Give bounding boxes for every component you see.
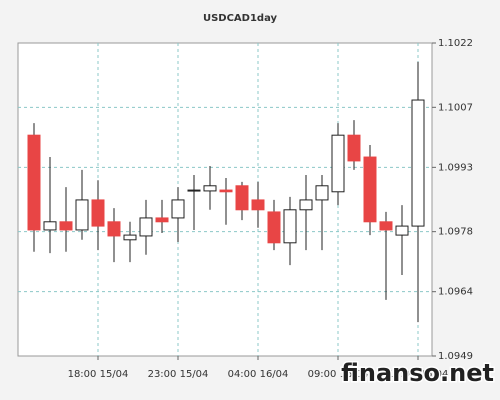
candle-body — [139, 217, 153, 237]
x-tick-label: 23:00 15/04 — [148, 369, 209, 380]
candle-body — [411, 99, 425, 227]
y-tick-label: 1.1022 — [438, 38, 473, 49]
candle-body — [107, 221, 121, 237]
candle-body — [299, 199, 313, 211]
watermark: finanso.net — [341, 359, 494, 387]
y-tick-label: 1.0949 — [438, 351, 473, 362]
y-tick-label: 1.0964 — [438, 287, 473, 298]
candle-body — [331, 134, 345, 193]
x-tick-label: 14:00 16/04 — [388, 369, 449, 380]
candle-body — [123, 234, 137, 241]
candle-body — [219, 189, 233, 193]
candle-body — [283, 209, 297, 244]
candle-body — [43, 221, 57, 231]
candle-body — [347, 134, 361, 162]
x-tick-label: 18:00 15/04 — [68, 369, 129, 380]
candle-body — [155, 217, 169, 223]
candle-body — [171, 199, 185, 219]
candle-body — [395, 225, 409, 236]
candle-body — [27, 134, 41, 231]
candle-body — [315, 185, 329, 201]
candle-body — [75, 199, 89, 231]
x-tick-label: 09:00 16/04 — [308, 369, 369, 380]
candle-body — [363, 156, 377, 223]
candle-body — [187, 189, 201, 192]
candle-body — [203, 185, 217, 192]
y-tick-label: 1.1007 — [438, 102, 473, 113]
y-tick-label: 1.0978 — [438, 227, 473, 238]
candle-body — [59, 221, 73, 231]
y-tick-label: 1.0993 — [438, 162, 473, 173]
candles — [27, 61, 425, 323]
candle-body — [379, 221, 393, 231]
candle-body — [251, 199, 265, 211]
x-tick-label: 04:00 16/04 — [228, 369, 289, 380]
candle-body — [267, 211, 281, 244]
chart-title: USDCAD1day — [203, 13, 278, 24]
candle-body — [91, 199, 105, 227]
candle-body — [235, 185, 249, 211]
